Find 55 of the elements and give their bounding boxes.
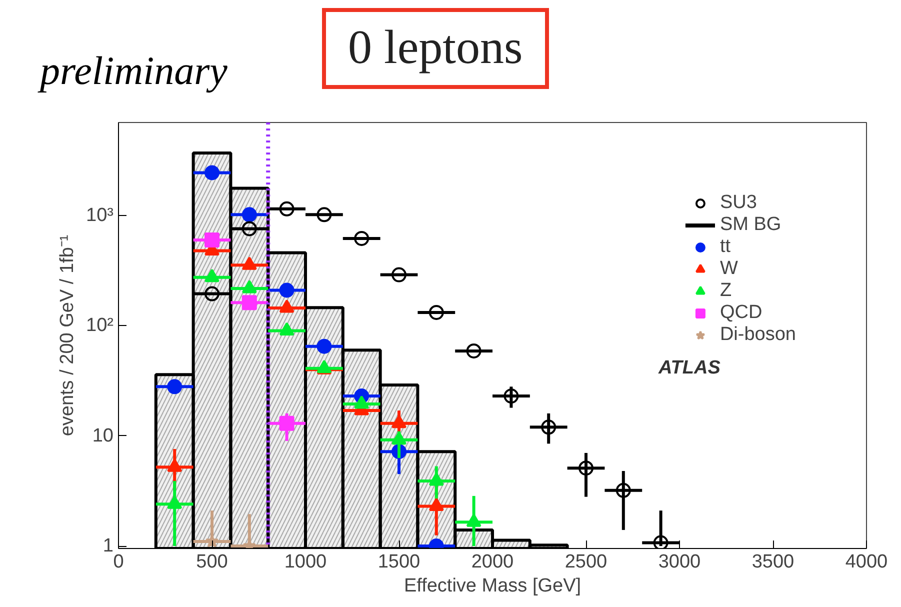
legend-label: SU3 [720, 192, 757, 214]
chart-title: 0 leptons [322, 8, 549, 89]
point [242, 295, 257, 310]
legend-label: QCD [720, 302, 762, 324]
y-tick-label: 10 [92, 425, 114, 446]
legend-label: tt [720, 236, 732, 258]
y-tick-label: 10² [86, 315, 114, 336]
y-axis-title: events / 200 GeV / 1fb⁻¹ [57, 234, 78, 436]
point [279, 416, 294, 431]
text: preliminary [40, 47, 228, 95]
x-tick-label: 1000 [284, 552, 327, 572]
x-tick-label: 4000 [845, 552, 888, 572]
x-tick-label: 1500 [378, 552, 420, 572]
point [541, 420, 556, 435]
point [504, 388, 519, 404]
x-tick-label: 2500 [564, 552, 608, 572]
x-tick-label: 3000 [658, 552, 701, 572]
point [354, 395, 370, 409]
legend-label: Di-boson [720, 324, 796, 346]
point [653, 535, 668, 548]
point [428, 304, 444, 320]
legend-label: Z [720, 280, 733, 302]
point [242, 221, 257, 236]
point [242, 207, 257, 222]
point [279, 201, 294, 216]
point [428, 498, 444, 511]
x-tick-label: 2000 [471, 552, 514, 572]
point [167, 458, 182, 472]
point [279, 322, 294, 336]
point [279, 282, 294, 298]
point [466, 514, 482, 527]
point [616, 482, 631, 498]
point [204, 286, 220, 302]
point [204, 165, 220, 180]
legend-label: W [720, 258, 739, 280]
point [167, 496, 182, 509]
point [578, 460, 594, 476]
x-tick-label: 0 [113, 552, 124, 572]
annotation: ATLAS [658, 358, 721, 378]
point [392, 431, 406, 445]
point [316, 207, 332, 222]
x-tick-label: 3500 [752, 552, 794, 572]
y-tick-label: 1 [102, 536, 114, 557]
legend-label: SM BG [720, 214, 782, 236]
point [392, 267, 406, 282]
point [428, 472, 444, 486]
point [392, 414, 406, 428]
point [167, 379, 182, 394]
x-tick-label: 500 [196, 552, 228, 572]
point [204, 232, 220, 248]
point [316, 338, 332, 354]
x-axis-title: Effective Mass [GeV] [404, 576, 582, 596]
point [466, 343, 482, 358]
y-tick-label: 10³ [86, 205, 114, 226]
point [354, 230, 370, 246]
